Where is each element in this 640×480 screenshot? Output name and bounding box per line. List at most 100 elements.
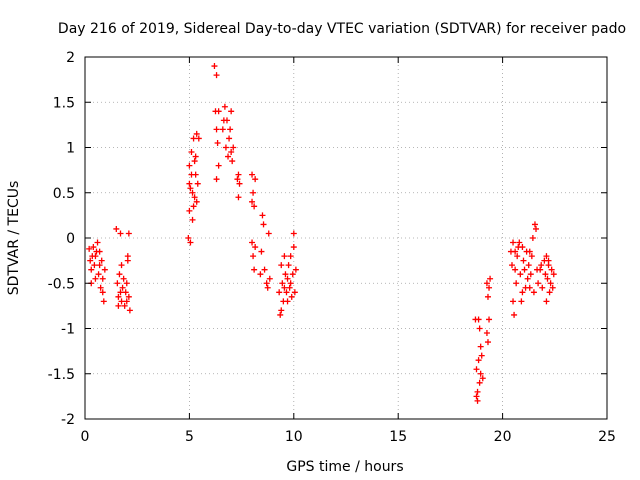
- data-point: [124, 257, 131, 264]
- data-point: [519, 289, 526, 296]
- data-point: [283, 289, 290, 296]
- data-point: [508, 262, 515, 269]
- data-point: [539, 284, 546, 291]
- data-point: [479, 375, 486, 382]
- data-point: [549, 284, 556, 291]
- data-point: [123, 298, 130, 305]
- x-tick-label: 20: [494, 429, 512, 445]
- data-point: [516, 239, 523, 246]
- data-point: [92, 253, 99, 260]
- data-point: [266, 275, 273, 282]
- data-point: [230, 144, 237, 151]
- data-point: [119, 284, 126, 291]
- data-point: [258, 248, 265, 255]
- y-tick-label: -2: [61, 412, 75, 428]
- data-point: [538, 262, 545, 269]
- data-point: [543, 253, 550, 260]
- data-point: [221, 103, 228, 110]
- y-tick-label: 1: [66, 141, 75, 157]
- data-point: [226, 135, 233, 142]
- data-point: [525, 262, 532, 269]
- data-point: [192, 153, 199, 160]
- data-point: [189, 189, 196, 196]
- data-point: [526, 284, 533, 291]
- data-point: [526, 248, 533, 255]
- data-point: [257, 271, 264, 278]
- data-point: [186, 162, 193, 169]
- data-point: [187, 239, 194, 246]
- data-point: [520, 257, 527, 264]
- data-point: [115, 302, 122, 309]
- data-point: [260, 221, 267, 228]
- data-point: [101, 266, 108, 273]
- data-point: [118, 298, 125, 305]
- data-point: [510, 239, 517, 246]
- data-point: [220, 117, 227, 124]
- data-point: [544, 275, 551, 282]
- data-point: [474, 397, 481, 404]
- data-point: [292, 266, 299, 273]
- data-point: [122, 289, 129, 296]
- data-point: [477, 370, 484, 377]
- data-point: [537, 266, 544, 273]
- data-point: [546, 289, 553, 296]
- data-point: [194, 180, 201, 187]
- data-point: [92, 275, 99, 282]
- data-point: [289, 271, 296, 278]
- data-point: [277, 311, 284, 318]
- data-point: [263, 280, 270, 287]
- data-point: [531, 221, 538, 228]
- y-tick-label: 2: [66, 50, 75, 66]
- data-point: [117, 289, 124, 296]
- data-point: [191, 194, 198, 201]
- data-point: [474, 388, 481, 395]
- data-point: [484, 293, 491, 300]
- y-tick-label: -1: [61, 322, 75, 338]
- x-axis-label: GPS time / hours: [286, 459, 403, 475]
- data-point: [542, 271, 549, 278]
- data-point: [486, 316, 493, 323]
- data-point: [190, 135, 197, 142]
- data-point: [533, 225, 540, 232]
- data-point: [215, 108, 222, 115]
- data-point: [249, 239, 256, 246]
- data-point: [261, 266, 268, 273]
- chart-title: Day 216 of 2019, Sidereal Day-to-day VTE…: [58, 21, 626, 37]
- data-point: [291, 289, 298, 296]
- x-tick-label: 0: [81, 429, 90, 445]
- data-point: [213, 72, 220, 79]
- data-point: [215, 162, 222, 169]
- data-point: [550, 271, 557, 278]
- x-tick-label: 15: [389, 429, 407, 445]
- data-point: [227, 126, 234, 133]
- y-tick-label: -0.5: [48, 276, 75, 292]
- data-point: [235, 171, 242, 178]
- y-tick-label: -1.5: [48, 367, 75, 383]
- data-point: [475, 316, 482, 323]
- data-point: [188, 149, 195, 156]
- data-point: [123, 280, 130, 287]
- data-point: [87, 257, 94, 264]
- data-point: [214, 139, 221, 146]
- data-point: [125, 230, 132, 237]
- data-point: [228, 149, 235, 156]
- data-point: [543, 298, 550, 305]
- data-point: [86, 245, 93, 252]
- data-point: [235, 194, 242, 201]
- data-point: [250, 253, 257, 260]
- data-point: [281, 284, 288, 291]
- data-point: [512, 266, 519, 273]
- data-point: [125, 293, 132, 300]
- data-point: [483, 280, 490, 287]
- data-point: [288, 293, 295, 300]
- data-point: [219, 126, 226, 133]
- data-point: [264, 284, 271, 291]
- data-point: [90, 244, 97, 251]
- data-point: [517, 271, 524, 278]
- data-point: [545, 257, 552, 264]
- data-point: [252, 176, 259, 183]
- data-point: [281, 253, 288, 260]
- data-point: [483, 330, 490, 337]
- data-point: [250, 189, 257, 196]
- data-point: [114, 280, 121, 287]
